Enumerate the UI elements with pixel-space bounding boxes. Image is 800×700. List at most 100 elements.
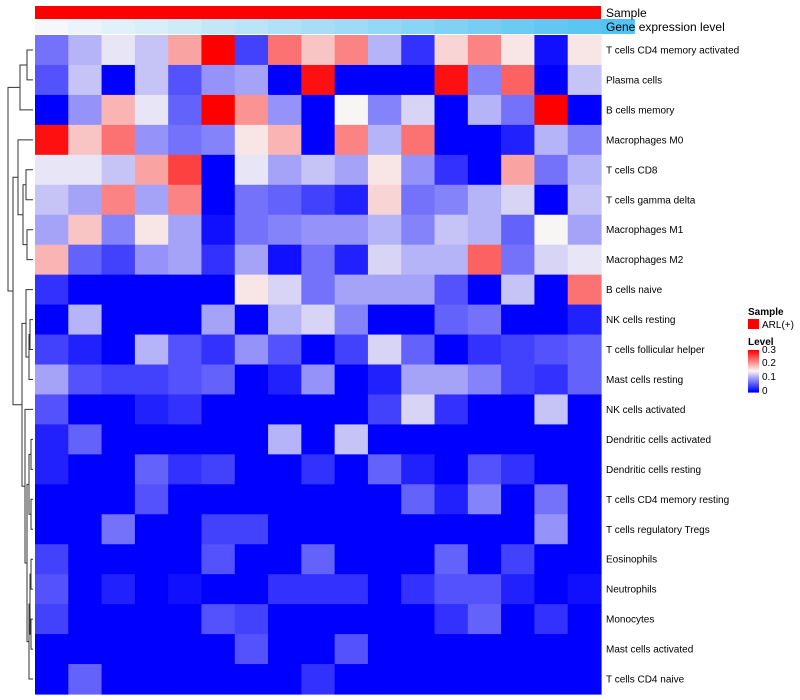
heatmap-cell: [35, 484, 69, 515]
heatmap-cell: [35, 634, 69, 665]
heatmap-cell: [268, 304, 302, 336]
heatmap-cell: [534, 124, 569, 156]
heatmap-cell: [334, 154, 369, 186]
heatmap-cell: [234, 244, 269, 276]
legend-gradient-step: [748, 352, 759, 354]
heatmap-cell: [534, 214, 569, 246]
heatmap-cell: [268, 244, 302, 276]
annotation-expression-cell: [168, 19, 203, 34]
heatmap-cell: [367, 544, 402, 575]
heatmap-cell: [467, 484, 502, 515]
heatmap-cell: [234, 94, 269, 126]
legend-gradient-step: [748, 385, 759, 387]
heatmap-cell: [401, 394, 436, 426]
heatmap-cell: [134, 124, 169, 156]
heatmap-cell: [35, 244, 69, 276]
heatmap-cell: [201, 94, 236, 126]
heatmap-cell: [334, 35, 369, 66]
heatmap-cell: [367, 334, 402, 366]
heatmap-cell: [534, 334, 569, 366]
heatmap-cell: [68, 154, 103, 186]
heatmap-cell: [434, 214, 469, 246]
heatmap-cell: [434, 124, 469, 156]
annotation-bars: [35, 6, 635, 34]
heatmap-cell: [467, 544, 502, 575]
heatmap-cell: [234, 214, 269, 246]
heatmap-cell: [401, 334, 436, 366]
heatmap-cell: [234, 334, 269, 366]
legend-gradient-step: [748, 350, 759, 352]
heatmap-cell: [301, 574, 336, 605]
legend-gradient-step: [748, 382, 759, 384]
heatmap-cell: [201, 544, 236, 575]
legend-tick-0: 0.3: [762, 345, 776, 356]
heatmap-cell: [501, 484, 536, 515]
heatmap-cell: [434, 244, 469, 276]
heatmap-cell: [201, 244, 236, 276]
legend-gradient-step: [748, 356, 759, 358]
legend-gradient-step: [748, 359, 759, 361]
legend-gradient-step: [748, 370, 759, 372]
heatmap-cell: [467, 604, 502, 635]
heatmap-cell: [567, 274, 602, 306]
heatmap-cell: [301, 184, 336, 216]
heatmap-cell: [68, 184, 103, 216]
heatmap-cell: [168, 334, 203, 366]
heatmap-cell: [334, 184, 369, 216]
heatmap-cell: [68, 604, 103, 635]
heatmap-cell: [567, 634, 602, 665]
heatmap-cell: [401, 94, 436, 126]
heatmap-cell: [101, 364, 136, 396]
heatmap-cell: [367, 94, 402, 126]
legend-gradient-step: [748, 389, 759, 391]
row-label: B cells naive: [606, 285, 663, 296]
row-label: Mast cells activated: [606, 645, 693, 656]
heatmap-cell: [534, 304, 569, 336]
heatmap-cell: [268, 514, 302, 545]
heatmap-cell: [301, 244, 336, 276]
heatmap-cell: [434, 64, 469, 96]
heatmap-cell: [467, 304, 502, 336]
heatmap-cell: [68, 334, 103, 366]
heatmap-cell: [201, 394, 236, 426]
heatmap-cell: [301, 604, 336, 635]
row-label: Eosinophils: [606, 555, 657, 566]
heatmap-cell: [334, 604, 369, 635]
heatmap-cell: [434, 574, 469, 605]
row-label: T cells CD4 memory resting: [606, 495, 729, 506]
heatmap-cell: [367, 424, 402, 455]
heatmap-cell: [534, 604, 569, 635]
heatmap-cell: [268, 454, 302, 485]
heatmap-cell: [567, 214, 602, 246]
heatmap-cell: [567, 64, 602, 96]
heatmap-cell: [68, 514, 103, 545]
heatmap-cell: [168, 214, 203, 246]
legend-gradient-step: [748, 386, 759, 388]
heatmap-cell: [301, 64, 336, 96]
heatmap-cell: [467, 574, 502, 605]
heatmap-cell: [234, 304, 269, 336]
heatmap-cell: [401, 604, 436, 635]
legend-gradient-step: [748, 353, 759, 355]
heatmap-cell: [501, 454, 536, 485]
heatmap-cell: [401, 664, 436, 695]
heatmap-cell: [201, 664, 236, 695]
row-label: NK cells activated: [606, 405, 685, 416]
heatmap-cell: [534, 244, 569, 276]
row-label: T cells CD4 memory activated: [606, 45, 739, 56]
heatmap-cell: [401, 184, 436, 216]
dendrogram-branch: [7, 86, 20, 292]
annotation-label-expression: Gene expression level: [606, 20, 725, 34]
heatmap-cell: [168, 64, 203, 96]
heatmap-cell: [334, 454, 369, 485]
row-label: T cells gamma delta: [606, 195, 696, 206]
heatmap-cell: [567, 154, 602, 186]
heatmap-cell: [467, 454, 502, 485]
heatmap-cell: [201, 424, 236, 455]
heatmap-cell: [501, 184, 536, 216]
heatmap-cell: [68, 64, 103, 96]
heatmap-cell: [201, 604, 236, 635]
heatmap-cell: [101, 304, 136, 336]
heatmap-cell: [134, 604, 169, 635]
legend-gradient-step: [748, 368, 759, 370]
